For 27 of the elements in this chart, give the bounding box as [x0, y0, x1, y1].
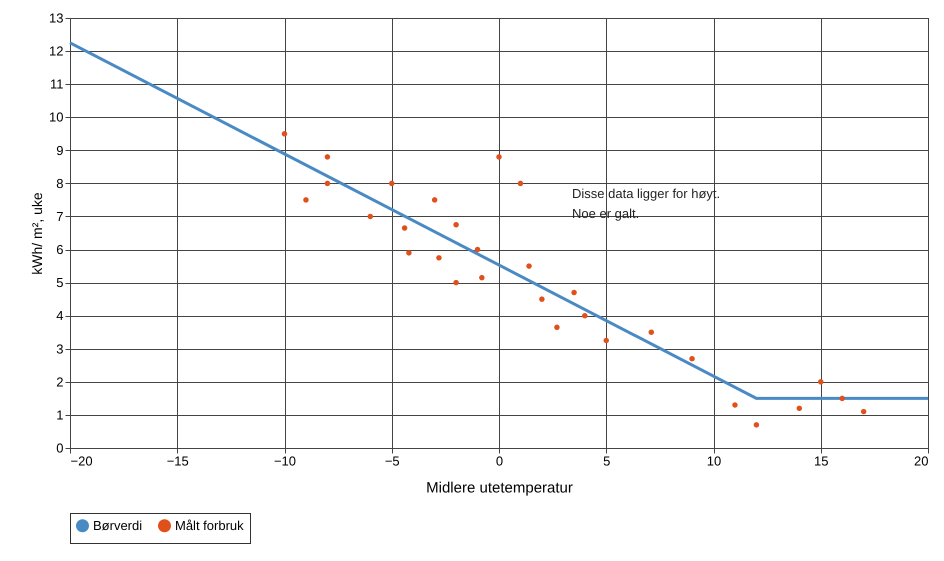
x-tick-label: 15 — [814, 454, 828, 468]
y-tick-label: 11 — [50, 76, 64, 92]
y-tick-label: 4 — [56, 308, 64, 324]
y-tick-label: 1 — [56, 407, 64, 422]
y-tick-label: 10 — [49, 110, 64, 125]
x-tick-label: −5 — [384, 454, 400, 468]
legend-label: Målt forbruk — [175, 518, 244, 533]
y-tick-label: 2 — [56, 374, 64, 390]
y-tick-label: 5 — [56, 275, 64, 290]
y-tick-label: 7 — [56, 208, 64, 224]
x-axis-title: Midlere utetemperatur — [426, 480, 573, 496]
x-tick-label: 20 — [914, 454, 928, 468]
legend-label: Børverdi — [93, 518, 142, 533]
y-tick-label: 9 — [56, 142, 64, 158]
y-tick-label: 12 — [49, 44, 64, 59]
y-tick-label: 0 — [56, 440, 64, 456]
y-axis-title: kWh/ m², uke — [29, 192, 46, 275]
x-tick-label: −20 — [70, 454, 93, 468]
x-tick-label: 10 — [706, 454, 722, 468]
x-tick-label: −10 — [274, 454, 296, 468]
x-tick-label: −15 — [166, 454, 189, 468]
x-tick-label: 5 — [603, 454, 610, 468]
y-tick-label: 13 — [49, 10, 64, 26]
y-tick-label: 3 — [56, 341, 64, 356]
y-tick-label: 6 — [56, 242, 64, 258]
x-tick-label: 0 — [496, 454, 504, 468]
y-tick-label: 8 — [56, 176, 64, 191]
